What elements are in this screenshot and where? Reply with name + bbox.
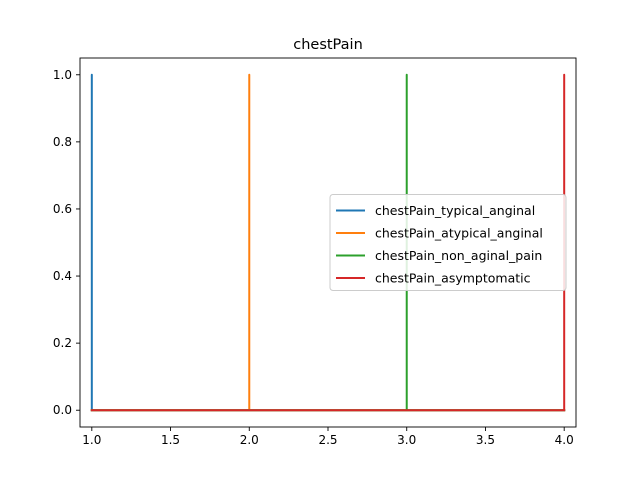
legend-label: chestPain_asymptomatic: [375, 271, 531, 286]
y-tick-label: 0.2: [53, 336, 72, 350]
x-tick-label: 1.5: [161, 433, 180, 447]
x-tick-label: 1.0: [82, 433, 101, 447]
x-tick-label: 3.5: [476, 433, 495, 447]
y-tick-label: 1.0: [53, 68, 72, 82]
x-tick-label: 2.5: [318, 433, 337, 447]
x-axis: 1.0 1.5 2.0 2.5 3.0 3.5 4.0: [82, 427, 574, 447]
chart-title: chestPain: [293, 37, 363, 53]
legend: chestPain_typical_anginal chestPain_atypi…: [329, 194, 567, 291]
y-tick-label: 0.6: [53, 202, 72, 216]
y-tick-label: 0.4: [53, 269, 72, 283]
x-tick-label: 2.0: [240, 433, 259, 447]
legend-box: [329, 194, 567, 291]
y-tick-label: 0.8: [53, 135, 72, 149]
legend-label: chestPain_non_aginal_pain: [375, 248, 542, 263]
y-axis: 0.0 0.2 0.4 0.6 0.8 1.0: [53, 68, 80, 417]
legend-label: chestPain_atypical_anginal: [375, 226, 543, 241]
y-tick-label: 0.0: [53, 403, 72, 417]
x-tick-label: 4.0: [555, 433, 574, 447]
x-tick-label: 3.0: [397, 433, 416, 447]
legend-label: chestPain_typical_anginal: [375, 203, 535, 218]
